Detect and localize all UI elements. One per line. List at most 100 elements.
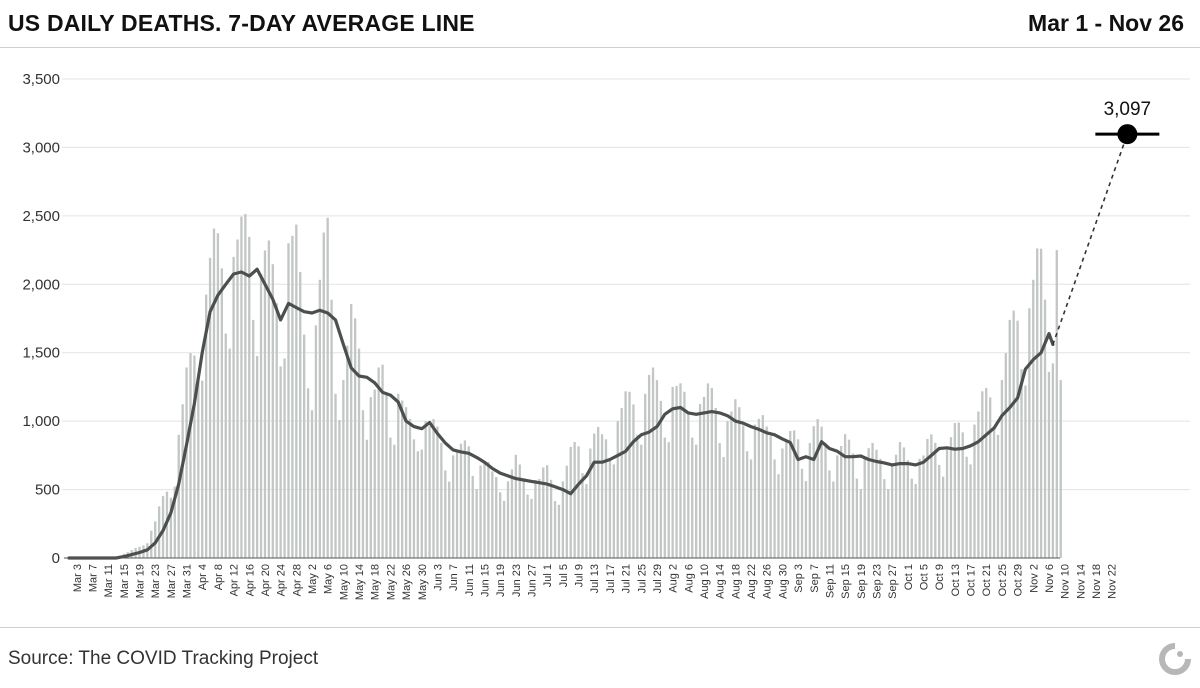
daily-bar [451,455,455,558]
x-tick-label: Nov 2 [1028,564,1040,593]
daily-bar [812,426,815,558]
daily-bar [291,235,294,558]
daily-bar [373,389,376,558]
daily-bar [420,449,423,558]
daily-bar [236,239,239,559]
daily-bar [757,418,761,558]
daily-bar [510,469,514,558]
daily-bar [350,303,353,558]
x-tick-label: Mar 27 [166,564,178,598]
daily-bar [506,481,510,558]
daily-bar [973,424,976,558]
y-tick-label: 500 [35,482,60,499]
x-axis: Mar 3 Mar 7 Mar 11 Mar 15 Mar 19 Mar 23 Mar 27… [72,564,1119,600]
daily-bar [283,358,286,558]
y-tick-label: 2,000 [22,276,60,293]
daily-bar [894,454,898,558]
daily-bar [1004,352,1007,558]
daily-bar [267,240,271,558]
x-tick-label: Jul 29 [652,564,664,593]
daily-bar [561,481,565,558]
daily-bar [522,479,525,558]
x-tick-label: May 14 [354,564,366,600]
x-tick-label: Sep 23 [871,564,883,599]
daily-bar [189,353,192,558]
header-divider [0,47,1200,48]
daily-bar [663,437,666,558]
daily-bar [1016,320,1019,558]
y-axis: 0 500 1,000 1,500 2,000 2,500 3,000 3,500 [22,71,60,567]
x-tick-label: Apr 16 [244,564,256,596]
daily-bar [197,380,200,558]
x-tick-label: Oct 29 [1013,564,1025,596]
x-tick-label: Mar 15 [119,564,131,598]
daily-bar [306,388,310,558]
daily-bar [1008,319,1011,558]
daily-bar [428,426,431,558]
x-tick-label: Nov 6 [1044,564,1056,593]
daily-bar [310,410,314,558]
daily-bar [608,459,612,558]
daily-bar [753,424,757,558]
x-tick-label: Apr 8 [213,564,225,590]
daily-bar [910,478,913,558]
daily-bar [769,435,772,558]
daily-bar [887,489,890,558]
x-tick-label: Nov 14 [1075,564,1087,599]
daily-bar [989,397,992,558]
daily-bar [808,443,811,558]
x-tick-label: Aug 18 [730,564,742,599]
x-tick-label: Jul 17 [605,564,617,593]
daily-bar [679,383,682,558]
daily-bar [722,456,725,558]
x-tick-label: Oct 17 [966,564,978,596]
daily-bar [397,393,400,558]
daily-bar [565,465,568,558]
daily-bar [867,448,870,558]
daily-bar [518,464,521,558]
x-tick-label: Jun 7 [448,564,460,591]
x-tick-label: Jun 3 [432,564,444,591]
footer-divider [0,627,1200,628]
daily-bar [710,387,713,558]
daily-bar [871,442,874,558]
daily-bar [1012,310,1015,558]
x-tick-label: May 10 [338,564,350,600]
annotation-marker-dot [1117,124,1138,145]
x-tick-label: Jul 13 [589,564,601,593]
daily-bar [659,400,663,558]
daily-bar [855,478,859,558]
x-tick-label: Sep 27 [887,564,899,599]
daily-bar [220,268,223,558]
daily-bar [487,461,490,558]
x-tick-label: Apr 24 [276,564,288,596]
daily-bar [941,476,945,558]
daily-bar [926,438,929,558]
seven-day-average-line [67,267,1055,560]
daily-bar [534,479,537,558]
x-tick-label: Aug 26 [762,564,774,599]
daily-bar [702,396,706,558]
daily-bar [777,474,780,558]
daily-bar [342,380,345,558]
daily-bar [875,449,878,558]
y-tick-label: 1,500 [22,345,60,362]
daily-bar [275,303,278,558]
x-tick-label: Nov 22 [1107,564,1119,599]
x-tick-label: Aug 6 [683,564,695,593]
daily-bar [683,391,686,558]
x-tick-label: Mar 31 [182,564,194,598]
daily-bar [299,271,302,558]
daily-bar [832,481,835,558]
daily-bar [491,471,494,558]
daily-bar [836,455,839,558]
daily-bar [530,498,533,558]
daily-bar [1032,279,1035,558]
daily-bar [922,455,925,558]
daily-bar [687,411,690,558]
daily-bar [945,448,949,558]
x-tick-label: Mar 19 [135,564,147,598]
daily-bar [169,497,173,558]
chart-title: US DAILY DEATHS. 7-DAY AVERAGE LINE [8,10,475,36]
daily-bar [781,448,784,558]
